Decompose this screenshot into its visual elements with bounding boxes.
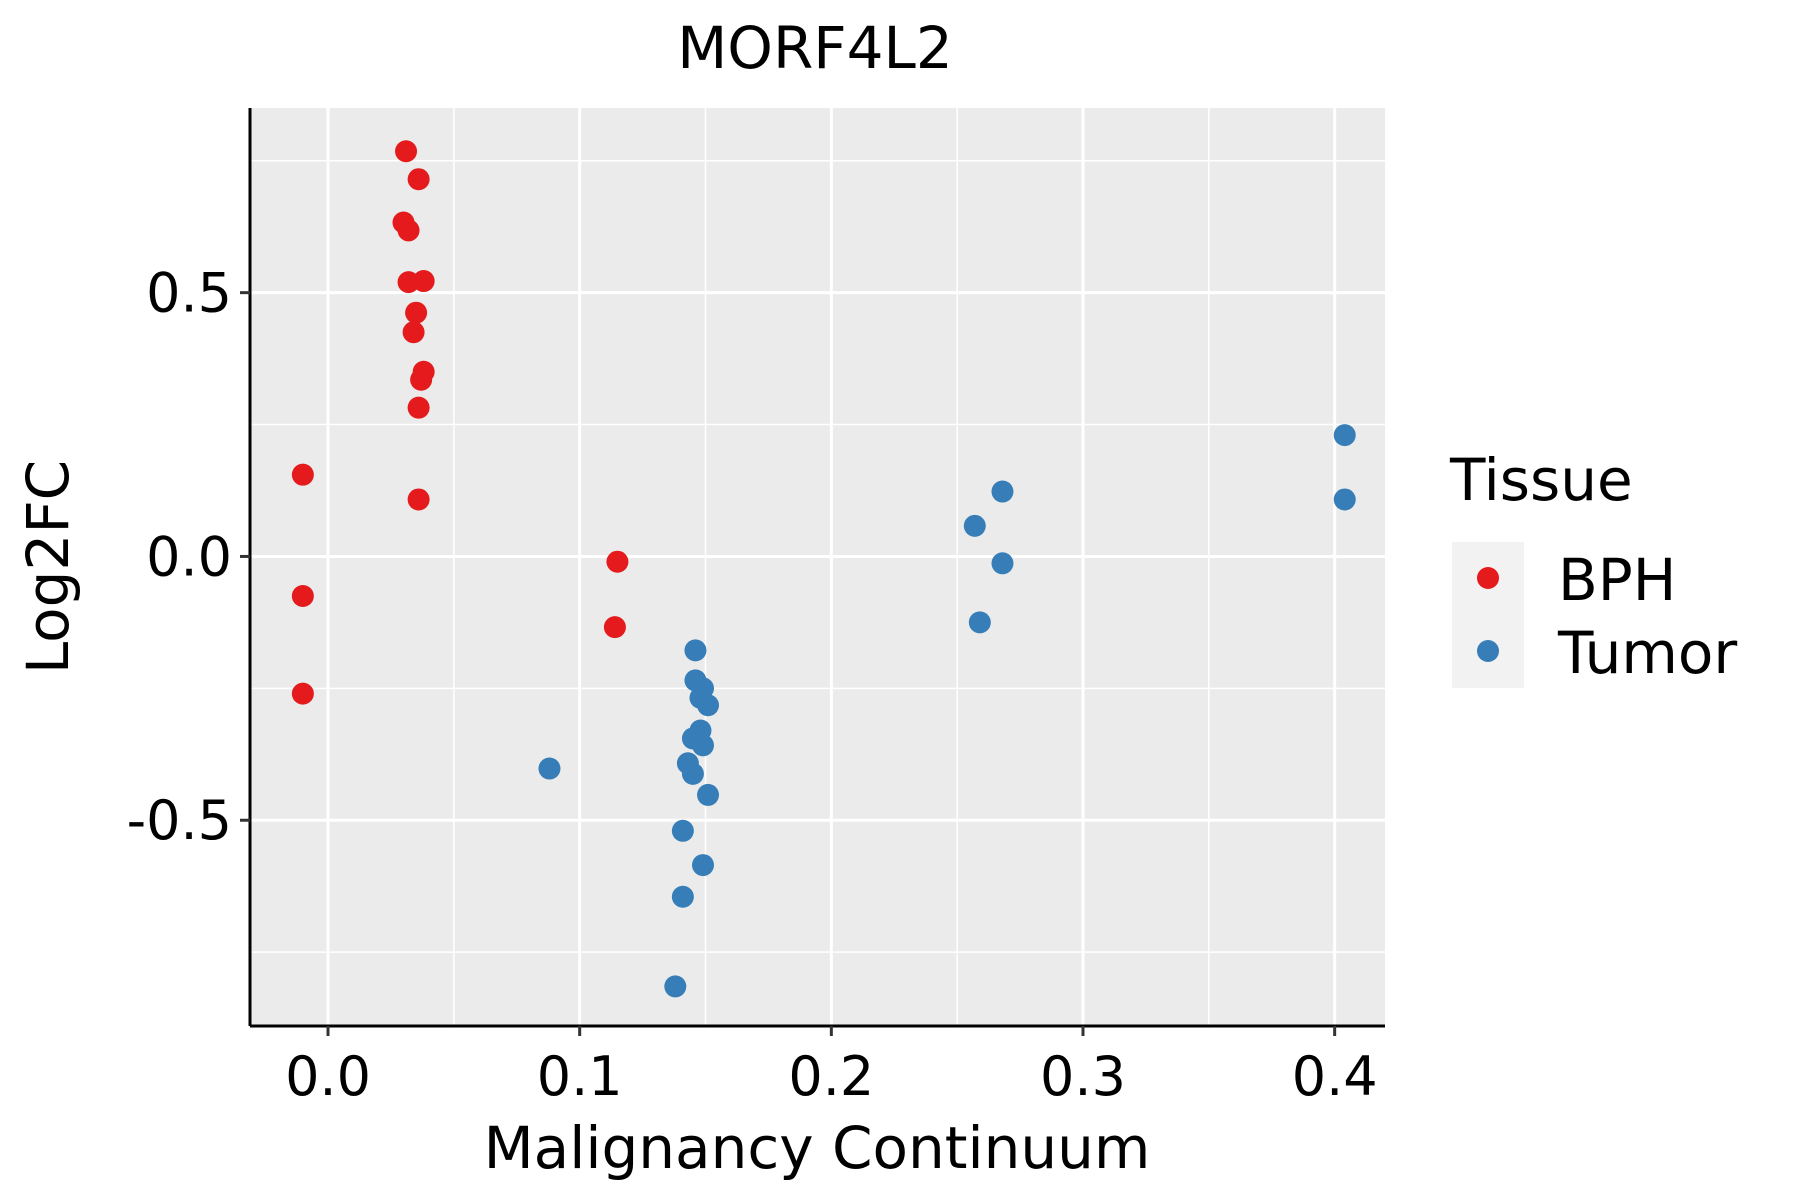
x-tick-label: 0.4	[1292, 1045, 1378, 1108]
point-bph	[407, 396, 430, 419]
plot-panel	[250, 108, 1385, 1026]
y-tick-label: 0.0	[146, 525, 232, 588]
point-tumor	[1333, 424, 1356, 447]
point-bph	[291, 463, 314, 486]
x-axis-ticks: 0.0 0.1 0.2 0.3 0.4	[285, 1026, 1378, 1108]
legend-key-bph	[1477, 567, 1499, 589]
chart-title: MORF4L2	[677, 14, 952, 82]
x-tick-label: 0.3	[1040, 1045, 1126, 1108]
point-tumor	[697, 694, 720, 717]
point-bph	[402, 321, 425, 344]
grid-minor	[250, 108, 1385, 1026]
point-tumor	[691, 734, 714, 757]
legend-label-bph: BPH	[1558, 546, 1676, 614]
point-bph	[291, 585, 314, 608]
point-bph	[603, 616, 626, 639]
point-tumor	[1333, 488, 1356, 511]
point-tumor	[697, 783, 720, 806]
point-bph	[397, 219, 420, 242]
legend-label-tumor: Tumor	[1557, 619, 1737, 687]
y-axis-label: Log2FC	[14, 460, 82, 674]
x-tick-label: 0.1	[537, 1045, 623, 1108]
x-tick-label: 0.0	[285, 1045, 371, 1108]
point-tumor	[681, 762, 704, 785]
point-tumor	[684, 639, 707, 662]
x-tick-label: 0.2	[788, 1045, 874, 1108]
legend-key-bg	[1452, 542, 1524, 688]
point-tumor	[991, 552, 1014, 575]
point-bph	[407, 488, 430, 511]
grid-major	[250, 108, 1385, 1026]
legend: Tissue BPH Tumor	[1449, 446, 1737, 688]
data-points	[291, 140, 1356, 998]
legend-key-tumor	[1477, 640, 1499, 662]
point-bph	[410, 368, 433, 391]
point-tumor	[963, 514, 986, 537]
point-tumor	[671, 819, 694, 842]
point-tumor	[968, 611, 991, 634]
point-tumor	[664, 975, 687, 998]
point-bph	[395, 140, 418, 163]
point-bph	[412, 270, 435, 293]
point-bph	[606, 550, 629, 573]
point-bph	[405, 301, 428, 324]
x-axis-label: Malignancy Continuum	[484, 1114, 1151, 1182]
y-tick-label: -0.5	[127, 789, 232, 852]
y-axis-ticks: -0.5 0.0 0.5	[127, 262, 250, 852]
point-tumor	[991, 480, 1014, 503]
point-tumor	[538, 757, 561, 780]
point-tumor	[691, 854, 714, 877]
y-tick-label: 0.5	[146, 262, 232, 325]
legend-title: Tissue	[1449, 446, 1633, 514]
point-bph	[407, 168, 430, 191]
point-tumor	[671, 885, 694, 908]
point-bph	[291, 682, 314, 705]
